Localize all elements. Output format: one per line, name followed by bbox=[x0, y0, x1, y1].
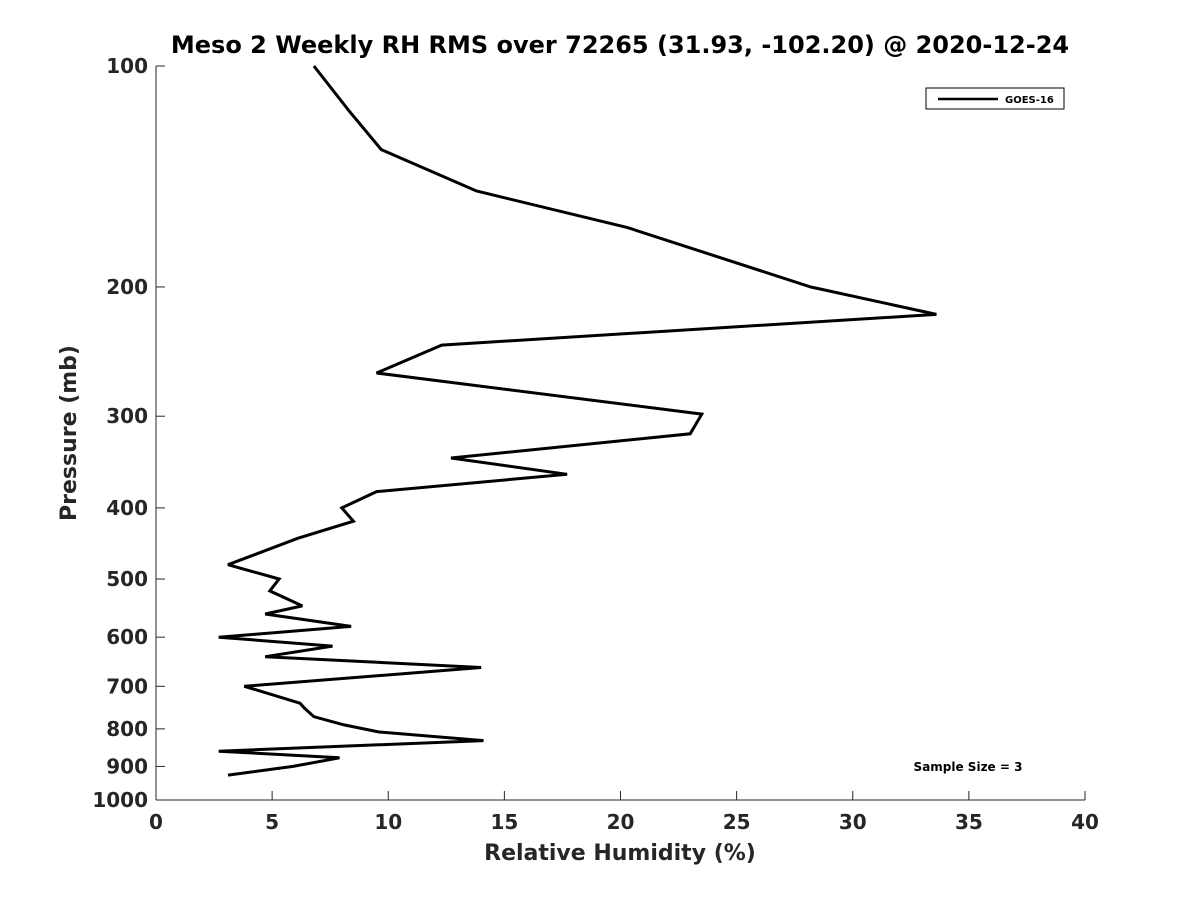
x-tick-label: 0 bbox=[149, 810, 163, 834]
x-tick-label: 20 bbox=[607, 810, 635, 834]
x-tick-label: 15 bbox=[490, 810, 518, 834]
y-tick-label: 600 bbox=[106, 625, 148, 649]
y-tick-label: 900 bbox=[106, 754, 148, 778]
y-axis-label: Pressure (mb) bbox=[57, 345, 82, 521]
x-axis-ticks: 0 5 10 15 20 25 30 35 40 bbox=[149, 791, 1099, 834]
x-tick-label: 25 bbox=[723, 810, 751, 834]
x-tick-label: 35 bbox=[955, 810, 983, 834]
y-tick-label: 100 bbox=[106, 54, 148, 78]
chart-title: Meso 2 Weekly RH RMS over 72265 (31.93, … bbox=[171, 31, 1069, 59]
series-layer bbox=[218, 65, 937, 777]
y-axis-ticks: 100 200 300 400 500 600 700 800 900 1000 bbox=[92, 54, 165, 812]
axes bbox=[155, 66, 1085, 801]
y-tick-label: 200 bbox=[106, 275, 148, 299]
x-tick-label: 5 bbox=[265, 810, 279, 834]
y-tick-label: 800 bbox=[106, 717, 148, 741]
y-tick-label: 300 bbox=[106, 404, 148, 428]
y-tick-label: 700 bbox=[106, 674, 148, 698]
legend-label-goes-16: GOES-16 bbox=[1005, 95, 1054, 106]
legend: GOES-16 bbox=[925, 87, 1065, 110]
sample-size-annotation: Sample Size = 3 bbox=[914, 760, 1023, 774]
x-tick-label: 30 bbox=[839, 810, 867, 834]
y-tick-label: 500 bbox=[106, 567, 148, 591]
y-tick-label: 1000 bbox=[92, 788, 148, 812]
x-tick-label: 10 bbox=[374, 810, 402, 834]
x-tick-label: 40 bbox=[1071, 810, 1099, 834]
y-tick-label: 400 bbox=[106, 496, 148, 520]
series-line-goes-16 bbox=[218, 65, 937, 777]
x-axis-label: Relative Humidity (%) bbox=[484, 841, 756, 866]
